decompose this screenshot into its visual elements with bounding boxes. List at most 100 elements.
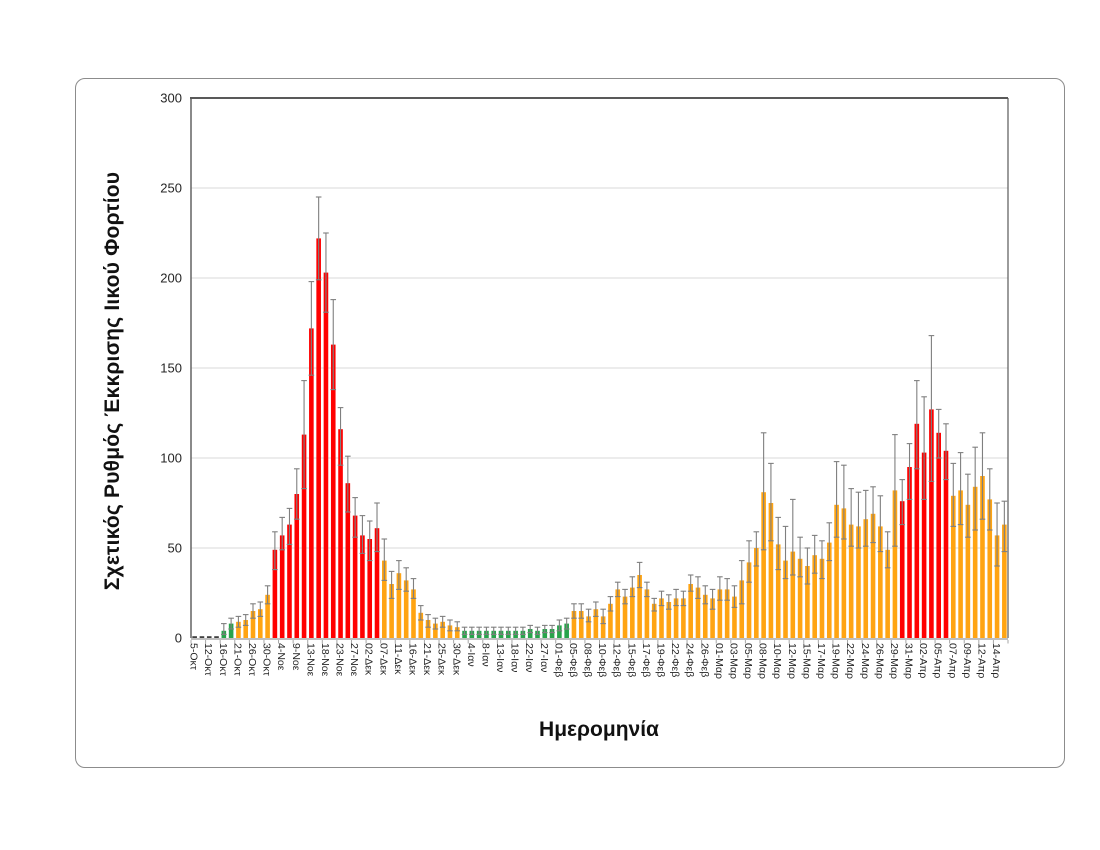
x-tick-label: 18-Ιαν — [509, 643, 521, 672]
bar — [301, 434, 307, 638]
bar — [630, 587, 635, 638]
bar — [841, 508, 847, 638]
x-tick-label: 26-Οκτ — [246, 643, 258, 677]
x-tick-label: 5-Οκτ — [188, 643, 200, 671]
x-tick-label: 27-Ιαν — [538, 643, 550, 672]
y-tick-label: 300 — [160, 91, 182, 106]
y-tick-label: 150 — [160, 361, 182, 376]
x-axis-title: Ημερομηνία — [539, 718, 659, 741]
bar — [754, 548, 759, 638]
y-tick-label: 200 — [160, 271, 182, 286]
bar — [950, 495, 956, 638]
x-tick-label: 05-Φεβ — [567, 643, 579, 677]
bar — [717, 589, 723, 638]
x-tick-label: 12-Απρ — [975, 643, 987, 678]
bar — [352, 515, 358, 638]
x-tick-label: 23-Νοε — [334, 643, 346, 677]
bar — [287, 524, 292, 638]
bar — [907, 467, 912, 638]
bar — [848, 524, 854, 638]
bar — [987, 499, 993, 638]
bar — [206, 636, 212, 638]
bar — [739, 580, 745, 638]
bar — [856, 526, 861, 638]
bar — [433, 623, 438, 638]
bar — [564, 623, 569, 638]
x-tick-label: 05-Μαρ — [742, 643, 754, 679]
bar — [695, 587, 701, 638]
x-tick-label: 22-Φεβ — [669, 643, 681, 677]
bar — [943, 450, 949, 638]
bar — [826, 542, 832, 638]
bar — [761, 492, 766, 638]
x-tick-label: 07-Απρ — [946, 643, 958, 678]
x-tick-label: 21-Δεκ — [421, 643, 433, 676]
bar — [396, 573, 402, 638]
bar — [418, 612, 424, 638]
x-tick-label: 26-Μαρ — [873, 643, 885, 679]
x-tick-label: 12-Μαρ — [786, 643, 798, 679]
x-tick-label: 12-Οκτ — [202, 643, 214, 677]
bar — [542, 629, 548, 638]
bar — [651, 603, 657, 638]
bar — [403, 580, 409, 638]
x-tick-label: 4-Νοε — [275, 643, 287, 671]
bar — [411, 589, 416, 638]
x-tick-label: 19-Φεβ — [655, 643, 667, 677]
bar — [243, 620, 249, 638]
bar — [454, 627, 460, 638]
bar — [309, 328, 314, 638]
bar — [702, 594, 708, 638]
x-tick-label: 03-Μαρ — [727, 643, 739, 679]
bar — [892, 490, 898, 638]
x-tick-label: 13-Ιαν — [494, 643, 506, 672]
bar — [265, 594, 270, 638]
bar — [345, 483, 351, 638]
x-tick-label: 02-Απρ — [917, 643, 929, 678]
bar — [374, 528, 380, 638]
bar — [367, 539, 373, 638]
x-tick-label: 24-Μαρ — [859, 643, 871, 679]
bar — [250, 611, 256, 638]
bar — [899, 501, 905, 638]
bar — [236, 621, 241, 638]
bar-chart: 0 50 100 150 200 250 300 5-Οκτ 12-Οκτ 16-Οκτ 21-Οκ… — [160, 91, 1009, 679]
bar — [228, 623, 234, 638]
bar — [885, 549, 890, 638]
x-tick-label: 16-Οκτ — [217, 643, 229, 677]
bar — [571, 611, 577, 638]
bar — [746, 562, 752, 638]
bar — [294, 494, 300, 638]
bar — [360, 535, 365, 638]
bar — [258, 609, 263, 638]
x-tick-label: 11-Δεκ — [392, 643, 404, 675]
y-tick-label: 250 — [160, 181, 182, 196]
bar — [199, 636, 205, 638]
bar — [382, 560, 387, 638]
bar — [958, 490, 963, 638]
bar — [330, 344, 336, 638]
bar — [790, 551, 796, 638]
bar — [272, 549, 278, 638]
x-tick-label: 17-Φεβ — [640, 643, 652, 677]
bar — [586, 616, 591, 638]
bar — [644, 589, 650, 638]
y-tick-label: 0 — [175, 631, 182, 646]
bar — [557, 625, 562, 638]
bar — [936, 432, 941, 638]
bar — [878, 526, 883, 638]
x-tick-label: 9-Νοε — [290, 643, 302, 671]
bar — [192, 636, 197, 638]
bar — [929, 409, 934, 638]
x-tick-label: 22-Ιαν — [523, 643, 535, 672]
bar — [338, 429, 343, 638]
bar — [965, 504, 971, 638]
x-tick-label: 05-Απρ — [932, 643, 944, 678]
bar — [549, 629, 555, 638]
x-tick-label: 15-Μαρ — [800, 643, 812, 679]
x-tick-label: 27-Νοε — [348, 643, 360, 677]
bar — [440, 621, 445, 638]
bar — [279, 535, 285, 638]
x-tick-label: 18-Νοε — [319, 643, 331, 677]
bar — [805, 566, 810, 638]
